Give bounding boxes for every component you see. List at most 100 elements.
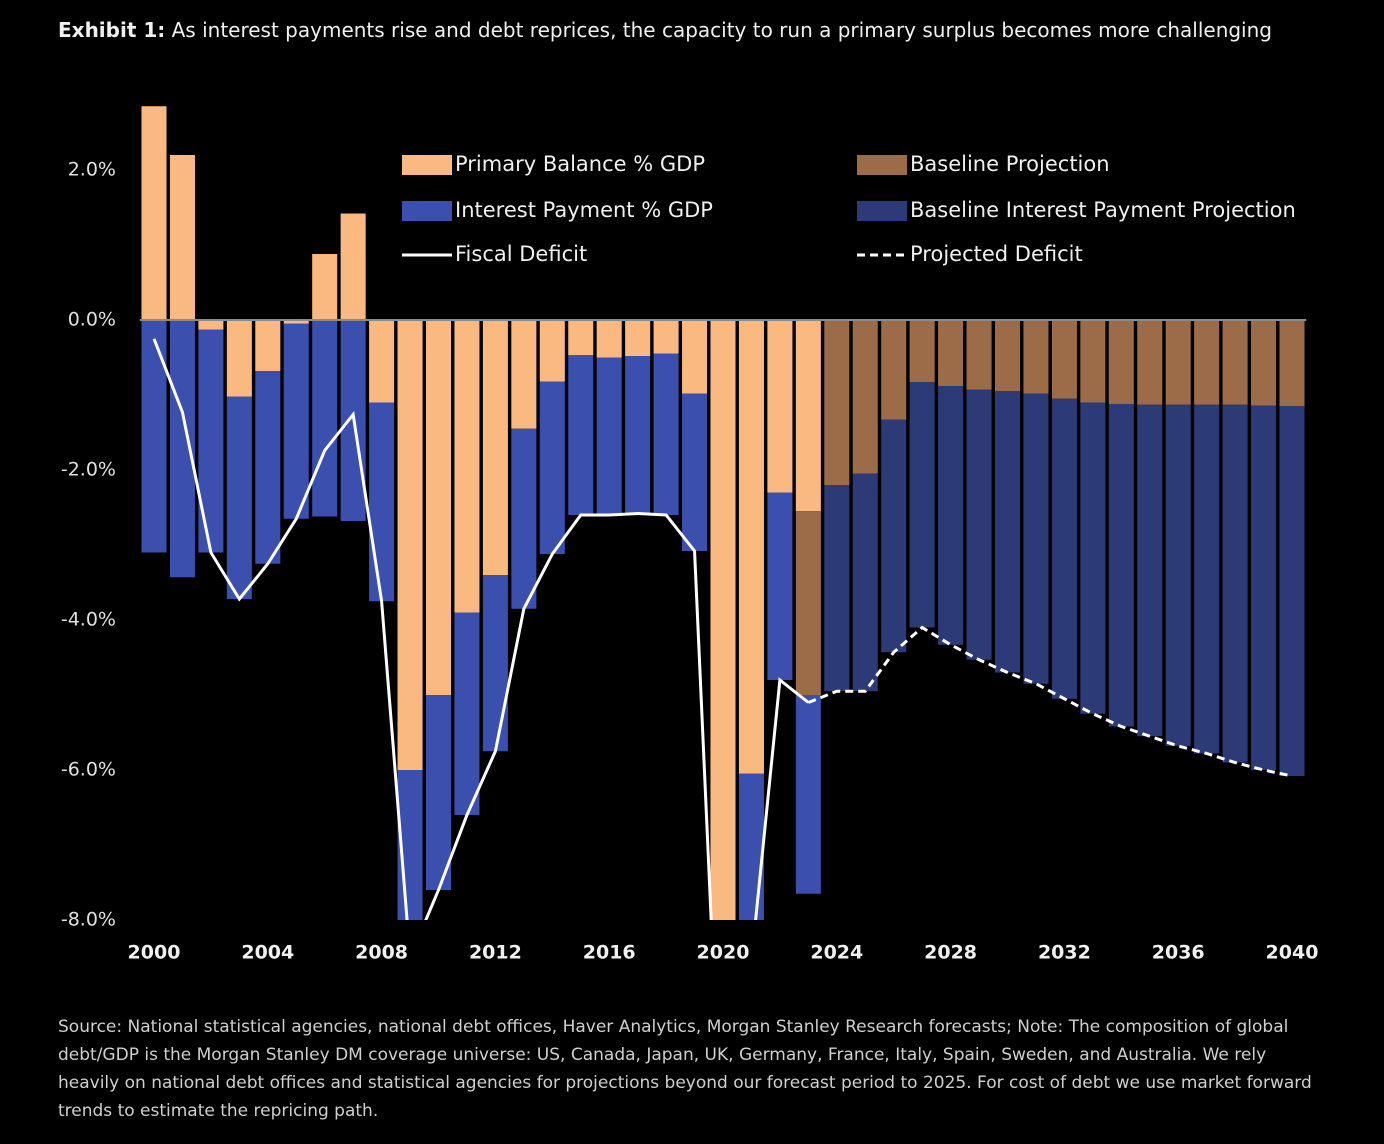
bar-segment [596,357,622,515]
bar-segment [1023,320,1049,394]
bar-segment [966,320,992,390]
bar-segment [397,320,423,770]
line-series [807,625,1293,778]
bar-segment [226,320,252,397]
bar-segment [710,995,735,1000]
y-tick-label: -6.0% [61,759,116,781]
bar-segment [482,575,508,752]
bar-segment [1023,393,1049,684]
x-tick-label: 2040 [1266,942,1319,964]
line-series [152,338,810,920]
bar-segment [738,773,764,920]
legend-swatch [857,155,907,175]
bar-segment [283,323,309,519]
bar-segment [1251,405,1277,770]
bar-segment [482,320,508,575]
bar-segment [625,356,651,514]
bar-segment [881,320,907,420]
y-tick-label: -8.0% [61,909,116,931]
bar-segment [1279,406,1305,776]
bar-segment [1222,404,1248,763]
bar-segment [568,320,594,356]
legend-swatch [402,155,452,175]
x-tick-label: 2008 [355,942,408,964]
bar-segment [169,155,195,320]
bar-segment [767,320,793,493]
bar-segment [369,402,395,602]
bar-segment [938,320,964,386]
bar-segment [539,320,565,382]
bar-segment [938,386,964,645]
bar-segment [994,391,1021,673]
plot-area [139,106,1307,1000]
legend-label: Fiscal Deficit [455,242,587,266]
bar-segment [283,320,309,324]
bar-segment [1279,320,1305,407]
bar-segment [824,485,850,692]
x-tick-label: 2012 [469,942,522,964]
bar-segment [738,320,764,774]
x-tick-label: 2004 [241,942,294,964]
bar-segment [568,355,594,515]
x-tick-label: 2024 [810,942,863,964]
bar-segment [682,393,708,551]
bar-segment [852,320,878,474]
bar-segment [312,320,338,517]
bar-segment [909,382,935,628]
title-label: Exhibit 1: [58,18,166,42]
bar-segment [1051,320,1077,399]
y-tick-label: -2.0% [61,459,116,481]
bar-segment [1051,398,1077,699]
bar-segment [1080,402,1106,714]
bar-segment [1137,320,1163,405]
bar-segment [625,320,651,356]
bar-segment [198,320,224,330]
bar-segment [653,320,679,354]
x-tick-label: 2016 [583,942,636,964]
legend-label: Baseline Interest Payment Projection [910,198,1296,222]
bar-segment [255,320,281,371]
bar-segment [539,381,565,554]
bar-segment [795,320,821,512]
bar-segment [994,320,1021,392]
legend-label: Projected Deficit [910,242,1083,266]
legend-label: Baseline Projection [910,152,1110,176]
bar-segment [1222,320,1248,405]
y-tick-label: 0.0% [68,309,116,331]
bar-segment [1194,320,1220,405]
bar-segment [1194,404,1220,754]
legend-label: Primary Balance % GDP [455,152,705,176]
bar-segment [1108,320,1134,404]
bar-segment [909,320,935,383]
source-note: Source: National statistical agencies, n… [58,1017,1312,1121]
bar-segment [369,320,395,403]
bar-segment [226,396,252,599]
bar-segment [425,695,452,890]
legend-swatch [402,201,452,221]
bar-segment [340,213,366,320]
legend-swatch [857,201,907,221]
x-tick-label: 2000 [128,942,181,964]
x-tick-label: 2028 [924,942,977,964]
bar-segment [1165,320,1191,405]
bar-segment [255,371,281,564]
bar-segment [511,428,537,609]
chart: 2.0% 0.0% -2.0% -4.0% -6.0% -8.0% 2000 2004 2008… [61,106,1319,1000]
bar-segment [454,320,480,613]
x-tick-label: 2036 [1152,942,1205,964]
bar-segment [795,511,821,695]
bar-segment [824,320,850,485]
x-tick-label: 2020 [697,942,750,964]
bar-segment [1165,404,1191,746]
bar-segment [1108,404,1134,727]
legend-label: Interest Payment % GDP [455,198,713,222]
bar-segment [852,473,878,692]
bar-segment [141,106,167,320]
bar-segment [596,320,622,358]
bar-segment [1080,320,1106,403]
bar-segment [198,329,224,553]
bar-segment [795,695,821,894]
bar-segment [1137,404,1163,737]
y-tick-label: -4.0% [61,609,116,631]
